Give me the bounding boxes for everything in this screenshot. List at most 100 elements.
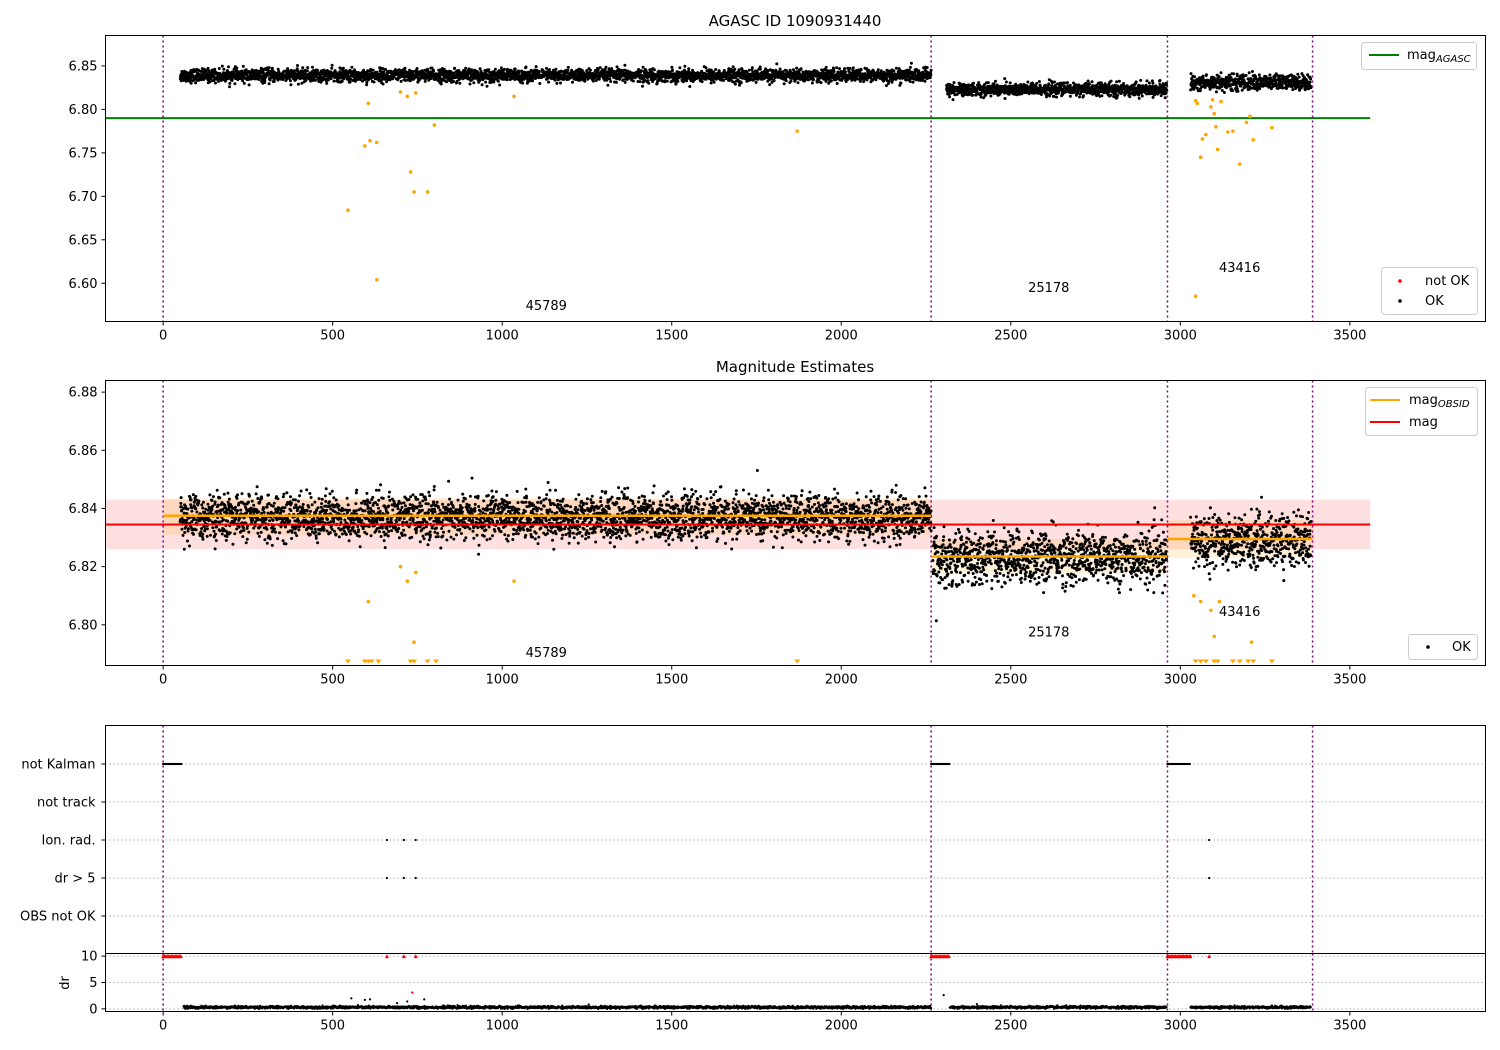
ok-point bbox=[1222, 91, 1226, 94]
ok-point bbox=[455, 79, 459, 83]
ok-point bbox=[1078, 95, 1081, 99]
ok-point bbox=[537, 70, 541, 73]
ok-point bbox=[979, 95, 983, 99]
ok-point bbox=[421, 69, 425, 73]
ok-point bbox=[1145, 79, 1149, 83]
ok-point bbox=[411, 70, 415, 74]
ok-point bbox=[353, 68, 356, 72]
ok-point bbox=[784, 79, 788, 83]
ok-point bbox=[363, 78, 367, 81]
ok-point bbox=[432, 69, 436, 73]
ok-point bbox=[609, 80, 613, 83]
ok-point bbox=[316, 68, 319, 72]
ok-point bbox=[1039, 93, 1043, 96]
ok-point bbox=[647, 81, 651, 85]
ok-point bbox=[1037, 80, 1041, 83]
ok-point bbox=[951, 98, 955, 102]
ok-point bbox=[189, 78, 193, 82]
ok-point bbox=[1239, 84, 1243, 88]
ok-point bbox=[292, 69, 296, 73]
ok-point bbox=[1147, 81, 1151, 85]
ok-point bbox=[700, 80, 704, 84]
ok-point bbox=[908, 65, 912, 69]
ok-point bbox=[325, 81, 329, 85]
ok-point bbox=[1244, 73, 1248, 77]
ok-point bbox=[712, 70, 716, 74]
ok-point bbox=[1165, 88, 1169, 92]
ok-point bbox=[220, 64, 224, 68]
ok-point bbox=[241, 79, 245, 83]
ok-point bbox=[571, 80, 574, 84]
ok-point bbox=[426, 67, 430, 71]
ok-point bbox=[876, 68, 880, 72]
ok-point bbox=[453, 66, 457, 70]
ok-point bbox=[772, 79, 776, 83]
ok-point bbox=[547, 80, 551, 84]
ok-point bbox=[1258, 87, 1262, 90]
ok-point bbox=[674, 82, 678, 86]
ok-point bbox=[1090, 80, 1094, 84]
ok-point bbox=[208, 80, 212, 84]
ok-point bbox=[330, 66, 334, 70]
ok-point bbox=[1082, 94, 1085, 98]
ok-point bbox=[385, 80, 389, 84]
ok-point bbox=[227, 75, 231, 79]
ok-point bbox=[824, 65, 828, 69]
ok-point bbox=[623, 80, 627, 84]
ok-point bbox=[733, 82, 737, 86]
ok-point bbox=[928, 76, 932, 80]
ok-point bbox=[1035, 81, 1039, 85]
ok-point bbox=[1164, 91, 1168, 95]
ok-point bbox=[326, 78, 330, 82]
ok-point bbox=[1066, 81, 1069, 85]
ok-point bbox=[591, 79, 595, 83]
ok-point bbox=[492, 80, 496, 84]
ok-point bbox=[637, 68, 641, 71]
ok-point bbox=[722, 78, 726, 82]
ok-point bbox=[403, 66, 407, 70]
ok-point bbox=[1151, 81, 1155, 85]
ok-point bbox=[244, 68, 248, 72]
ok-point bbox=[683, 64, 687, 68]
ok-point bbox=[1003, 77, 1007, 81]
ok-point bbox=[1053, 80, 1056, 84]
ok-point bbox=[1165, 83, 1168, 87]
ok-point bbox=[782, 82, 786, 86]
ok-point bbox=[485, 84, 489, 88]
ok-point bbox=[687, 67, 691, 71]
ok-point bbox=[524, 65, 528, 69]
ok-point bbox=[341, 66, 345, 70]
ok-point bbox=[382, 70, 386, 74]
ok-point bbox=[1236, 89, 1240, 93]
ok-point bbox=[737, 68, 741, 72]
ok-point bbox=[517, 71, 521, 75]
ok-point bbox=[848, 66, 852, 70]
ok-point bbox=[548, 68, 551, 72]
ok-point bbox=[452, 80, 456, 84]
ok-point bbox=[665, 79, 669, 83]
ok-point bbox=[832, 70, 836, 73]
ok-point bbox=[908, 80, 912, 83]
ok-point bbox=[688, 85, 692, 88]
ok-point bbox=[348, 80, 352, 84]
ok-point bbox=[1134, 80, 1138, 84]
ok-point bbox=[1039, 85, 1043, 89]
ok-point bbox=[614, 80, 618, 84]
ok-point bbox=[241, 64, 245, 68]
ok-point bbox=[300, 81, 304, 85]
ok-point bbox=[288, 79, 292, 83]
ok-point bbox=[458, 81, 462, 85]
ok-point bbox=[747, 68, 751, 72]
ok-point bbox=[306, 66, 310, 70]
ok-point bbox=[1151, 95, 1155, 99]
ok-point bbox=[296, 82, 300, 86]
ok-point bbox=[1004, 80, 1008, 84]
ok-point bbox=[214, 81, 217, 85]
ok-point bbox=[318, 76, 322, 80]
ok-point bbox=[712, 80, 716, 84]
ok-point bbox=[604, 65, 608, 69]
ok-point bbox=[369, 67, 373, 71]
ok-point bbox=[989, 94, 993, 98]
ok-point bbox=[1137, 96, 1141, 100]
ok-point bbox=[851, 66, 855, 70]
